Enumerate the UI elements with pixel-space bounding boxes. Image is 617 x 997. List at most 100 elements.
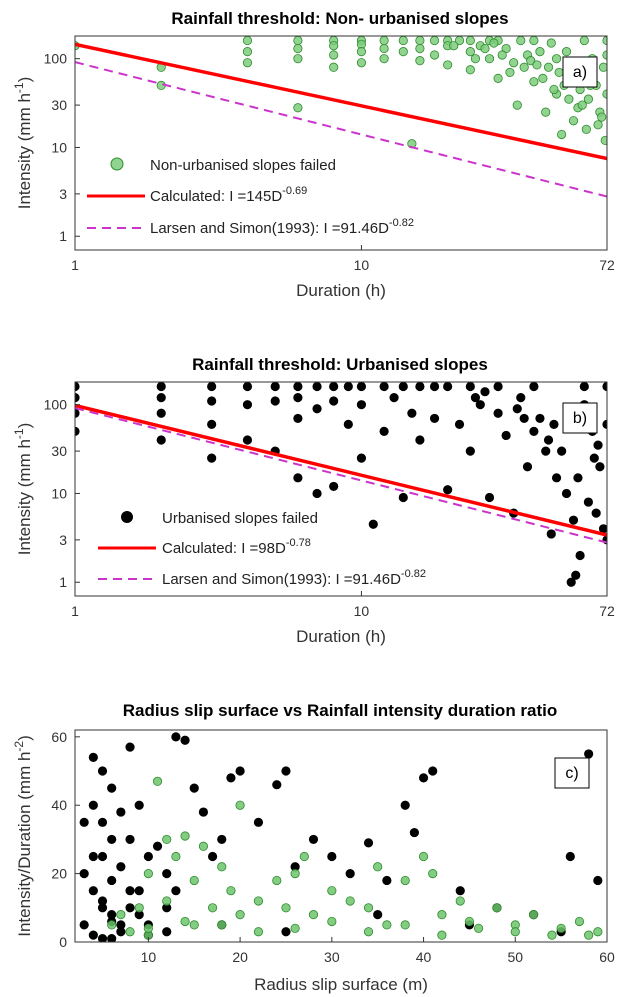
data-point-non-urbanised	[363, 903, 374, 913]
data-point-urbanised	[97, 896, 108, 906]
data-point-urbanised	[270, 396, 280, 406]
panel-b-ylabel: Intensity (mm h-1)	[12, 423, 34, 556]
data-point-urbanised	[253, 817, 264, 827]
panel-a-xtick-label: 1	[71, 257, 79, 273]
panel-b-xlabel: Duration (h)	[296, 627, 386, 646]
data-point-urbanised	[88, 886, 98, 896]
data-point-urbanised	[543, 435, 554, 445]
data-point-urbanised	[125, 834, 135, 845]
data-point-non-urbanised	[217, 862, 227, 872]
data-point-urbanised	[501, 430, 511, 441]
legend-label-calculated-a: Calculated: I =145D-0.69	[150, 185, 307, 205]
panel-a-ytick-label: 1	[59, 228, 67, 244]
panel-b-ytick-label: 3	[59, 532, 67, 548]
data-point-non-urbanised	[345, 896, 355, 906]
data-point-urbanised	[293, 382, 303, 392]
data-point-non-urbanised	[465, 65, 475, 75]
data-point-urbanised	[281, 927, 291, 937]
panel-b-ytick-label: 30	[51, 443, 67, 459]
data-point-urbanised	[88, 930, 98, 940]
panel-c-xtick-label: 10	[141, 949, 157, 965]
data-point-non-urbanised	[526, 56, 536, 66]
data-point-urbanised	[152, 841, 163, 851]
data-point-urbanised	[97, 817, 108, 827]
data-point-urbanised	[454, 419, 465, 429]
data-point-urbanised	[579, 382, 589, 392]
data-point-urbanised	[484, 492, 495, 503]
data-point-urbanised	[79, 869, 89, 879]
data-point-urbanised	[207, 396, 217, 406]
data-point-urbanised	[583, 497, 593, 507]
data-point-non-urbanised	[180, 916, 190, 927]
legend-label-larsen-b: Larsen and Simon(1993): I =91.46D-0.82	[162, 568, 426, 588]
panel-b-plot-area	[75, 382, 607, 587]
legend-label-non-urbanised: Non-urbanised slopes failed	[150, 157, 336, 174]
data-point-urbanised	[591, 508, 601, 518]
data-point-urbanised	[398, 382, 408, 392]
data-point-urbanised	[156, 382, 166, 392]
data-point-urbanised	[79, 920, 89, 930]
data-point-urbanised	[189, 783, 199, 793]
panel-c-xtick-label: 40	[416, 949, 432, 965]
panel-c-ytick-label: 20	[51, 866, 67, 882]
data-point-non-urbanised	[551, 54, 562, 64]
data-point-urbanised	[116, 862, 126, 872]
panel-a-legend: Non-urbanised slopes failed Calculated: …	[87, 157, 414, 237]
data-point-non-urbanised	[107, 920, 117, 930]
data-point-non-urbanised	[557, 129, 567, 140]
data-point-non-urbanised	[293, 54, 303, 64]
panel-b-frame	[74, 381, 608, 597]
data-point-non-urbanised	[253, 927, 264, 937]
data-point-non-urbanised	[455, 896, 465, 906]
data-point-urbanised	[171, 732, 181, 742]
data-point-non-urbanised	[470, 54, 481, 64]
data-point-non-urbanised	[293, 103, 303, 113]
data-point-non-urbanised	[538, 73, 548, 83]
data-point-non-urbanised	[437, 930, 447, 940]
data-point-urbanised	[529, 426, 539, 436]
data-point-non-urbanised	[379, 43, 389, 54]
data-point-urbanised	[88, 752, 98, 762]
data-point-non-urbanised	[207, 903, 218, 913]
data-point-urbanised	[293, 393, 303, 403]
data-point-urbanised	[541, 446, 551, 456]
panel-b-ytick-label: 1	[59, 574, 67, 590]
data-point-urbanised	[125, 742, 135, 752]
panel-c-plot-area	[79, 732, 603, 942]
data-point-urbanised	[566, 577, 576, 587]
data-point-urbanised	[134, 886, 144, 896]
panel-a-xlabel: Duration (h)	[296, 281, 386, 300]
data-point-urbanised	[465, 382, 475, 392]
data-point-urbanised	[356, 453, 367, 463]
data-point-urbanised	[329, 382, 339, 392]
larsen-simon-threshold-line	[75, 61, 607, 198]
data-point-non-urbanised	[281, 903, 291, 913]
panel-b-ytick-label: 10	[51, 485, 67, 501]
data-point-urbanised	[409, 827, 419, 838]
panel-a-ytick-label: 3	[59, 186, 67, 202]
data-point-urbanised	[235, 766, 245, 776]
data-point-urbanised	[465, 446, 475, 456]
data-point-non-urbanised	[180, 831, 190, 841]
panel-c-xtick-label: 60	[599, 949, 615, 965]
data-point-urbanised	[242, 435, 253, 445]
data-point-non-urbanised	[516, 36, 526, 46]
data-point-urbanised	[368, 519, 378, 529]
data-point-non-urbanised	[449, 41, 459, 51]
data-point-urbanised	[107, 875, 117, 886]
data-point-urbanised	[470, 393, 481, 403]
data-point-urbanised	[242, 400, 253, 410]
data-point-non-urbanised	[597, 112, 607, 122]
panel-a-ylabel: Intensity (mm h-1)	[12, 77, 34, 210]
data-point-urbanised	[546, 529, 556, 539]
panel-c: Radius slip surface vs Rainfall intensit…	[12, 701, 615, 994]
data-point-non-urbanised	[480, 43, 490, 54]
data-point-non-urbanised	[290, 923, 300, 933]
panel-a-ytick-label: 100	[44, 51, 68, 67]
data-point-non-urbanised	[162, 834, 172, 845]
data-point-urbanised	[312, 404, 322, 414]
data-point-non-urbanised	[329, 62, 339, 72]
data-point-non-urbanised	[373, 862, 383, 872]
panel-c-ytick-label: 60	[51, 729, 67, 745]
data-point-urbanised	[327, 851, 337, 862]
